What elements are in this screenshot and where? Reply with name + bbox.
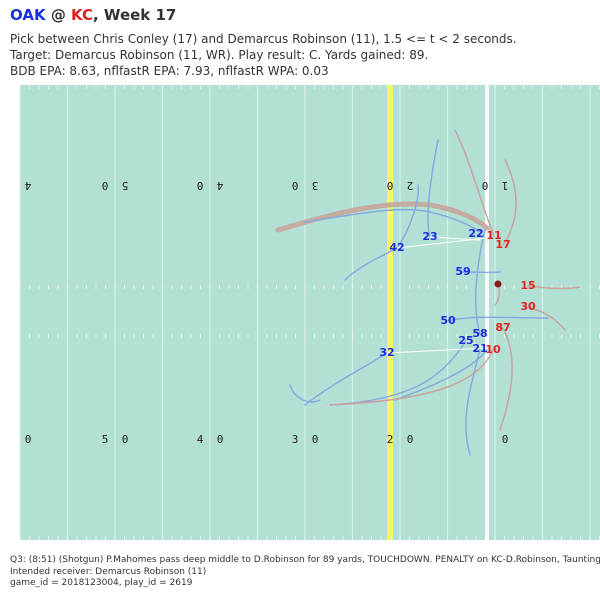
yard-number: 0	[25, 433, 32, 446]
offense-label: 10	[485, 343, 501, 356]
footer: Q3: (8:51) (Shotgun) P.Mahomes pass deep…	[10, 555, 600, 590]
offense-label: 11	[486, 229, 501, 242]
intended-receiver: Intended receiver: Demarcus Robinson (11…	[10, 566, 207, 577]
yard-number: 0	[292, 179, 299, 192]
yard-number: 0	[122, 433, 129, 446]
subtitle-line: BDB EPA: 8.63, nflfastR EPA: 7.93, nflfa…	[10, 64, 329, 78]
defender-label: 23	[422, 230, 437, 243]
ball-track	[275, 201, 490, 233]
yard-number: 0	[312, 433, 319, 446]
first-down-line	[387, 85, 393, 540]
defender-label: 32	[379, 346, 394, 359]
ball	[494, 280, 502, 288]
yard-number: 0	[407, 433, 414, 446]
yard-number: 4	[24, 179, 31, 192]
play-description: Q3: (8:51) (Shotgun) P.Mahomes pass deep…	[10, 555, 600, 565]
defender-label: 22	[468, 227, 483, 240]
scrimmage-line	[485, 85, 489, 540]
yard-number: 5	[102, 433, 109, 446]
pick-line	[386, 347, 488, 354]
yard-lines	[19, 85, 600, 540]
yard-number: 2	[387, 433, 394, 446]
yard-number: 0	[482, 179, 489, 192]
offense-label: 17	[495, 238, 510, 251]
offense-label: 15	[520, 279, 535, 292]
offense-label: 87	[495, 321, 510, 334]
yard-number: 0	[502, 433, 509, 446]
yard-number: 0	[197, 179, 204, 192]
yard-number: 0	[217, 433, 224, 446]
defender-label: 21	[472, 342, 487, 355]
subtitle-line: Pick between Chris Conley (17) and Demar…	[10, 32, 517, 46]
tracks	[275, 129, 581, 456]
yard-number: 0	[102, 179, 109, 192]
yard-number: 4	[197, 433, 204, 446]
home-team: KC	[71, 6, 94, 24]
away-team: OAK	[10, 6, 46, 24]
defender-label: 50	[440, 314, 456, 327]
title: OAK @ KC, Week 17	[10, 6, 176, 24]
yard-number: 4	[216, 179, 223, 192]
yard-number: 3	[292, 433, 299, 446]
turf	[20, 85, 600, 540]
yard-number: 2	[407, 179, 414, 192]
yard-number: 1	[502, 179, 509, 192]
pick-line	[465, 340, 488, 349]
game-id: game_id = 2018123004, play_id = 2619	[10, 578, 193, 588]
defender-label: 59	[455, 265, 470, 278]
defender-label: 25	[458, 334, 473, 347]
offense-tracks	[329, 129, 581, 431]
defense-tracks	[289, 139, 549, 456]
defender-label: 42	[389, 241, 404, 254]
subtitle: Pick between Chris Conley (17) and Demar…	[10, 31, 517, 79]
yard-number: 5	[122, 179, 129, 192]
offense-label: 30	[520, 300, 536, 313]
title-sep: @	[45, 6, 72, 24]
yard-numbers: 4 0 5 0 4 0 3 0 2 0 10 5 0 4 0 3 0 2 0 0	[24, 179, 508, 446]
yard-number: 3	[312, 179, 319, 192]
title-week: , Week 17	[93, 6, 177, 24]
yard-number: 0	[387, 179, 394, 192]
defender-label: 58	[472, 327, 487, 340]
pick-line	[396, 237, 488, 249]
subtitle-line: Target: Demarcus Robinson (11, WR). Play…	[10, 48, 429, 62]
